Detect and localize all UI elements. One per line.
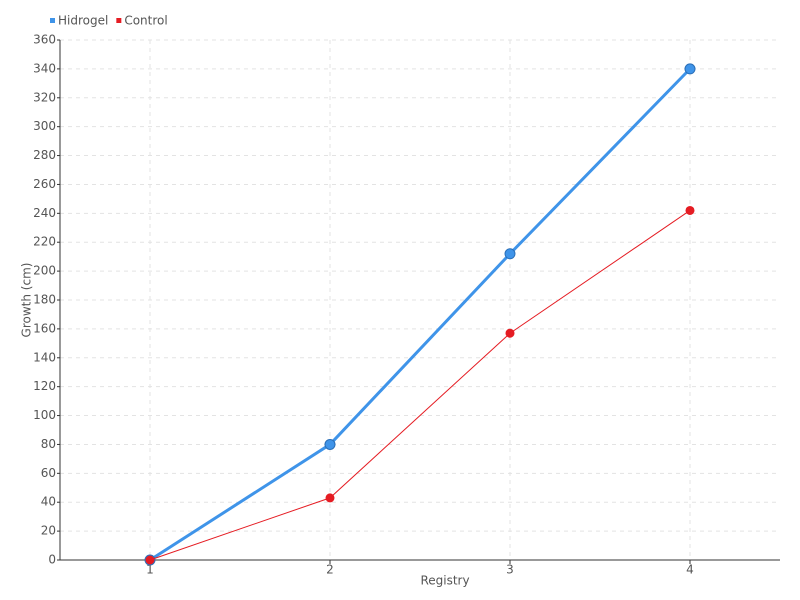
- y-tick-label: 280: [33, 148, 56, 162]
- y-tick-label: 100: [33, 408, 56, 422]
- data-point: [325, 493, 335, 503]
- legend-label: Hidrogel: [58, 14, 108, 28]
- y-tick-label: 140: [33, 350, 56, 364]
- x-axis-title: Registry: [420, 574, 469, 588]
- data-point: [684, 63, 696, 75]
- legend-swatch: [116, 18, 122, 23]
- y-tick-label: 40: [41, 495, 56, 509]
- legend-label: Control: [124, 14, 167, 28]
- data-point: [324, 438, 336, 450]
- data-point: [145, 555, 155, 565]
- data-point: [504, 248, 516, 260]
- y-tick-label: 20: [41, 524, 56, 538]
- x-tick-label: 3: [506, 563, 514, 577]
- y-tick-label: 80: [41, 437, 56, 451]
- series-line: [149, 67, 692, 562]
- y-tick-label: 300: [33, 119, 56, 133]
- data-point: [505, 328, 515, 338]
- y-tick-label: 260: [33, 177, 56, 191]
- series-line: [149, 210, 691, 561]
- y-tick-label: 120: [33, 379, 56, 393]
- legend-swatch: [50, 18, 55, 23]
- y-tick-label: 0: [48, 553, 56, 567]
- y-tick-label: 220: [33, 235, 56, 249]
- data-point: [685, 205, 695, 215]
- y-tick-label: 360: [33, 33, 56, 47]
- y-tick-label: 340: [33, 61, 56, 75]
- x-tick-label: 4: [686, 563, 694, 577]
- y-tick-label: 180: [33, 293, 56, 307]
- y-axis-title: Growth (cm): [20, 263, 34, 338]
- y-tick-label: 200: [33, 264, 56, 278]
- y-tick-label: 240: [33, 206, 56, 220]
- y-tick-label: 320: [33, 90, 56, 104]
- x-tick-label: 1: [146, 563, 154, 577]
- y-tick-label: 160: [33, 321, 56, 335]
- y-tick-label: 60: [41, 466, 56, 480]
- x-tick-label: 2: [326, 563, 334, 577]
